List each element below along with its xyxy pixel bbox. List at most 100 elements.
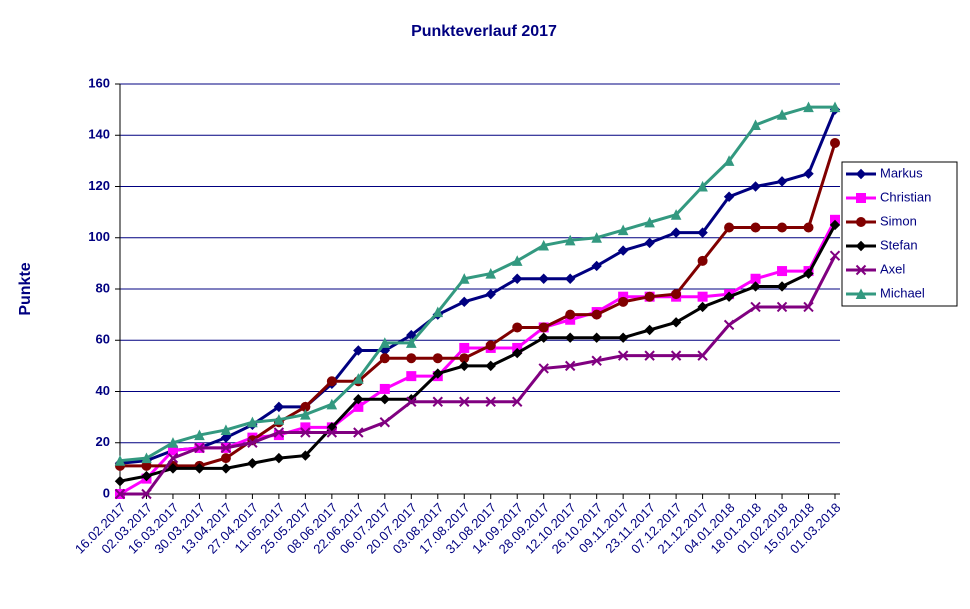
- marker: [406, 371, 417, 382]
- marker: [512, 322, 523, 333]
- marker: [750, 301, 761, 313]
- marker: [697, 350, 708, 361]
- marker: [353, 427, 364, 438]
- series: [114, 250, 841, 500]
- series-line: [119, 109, 837, 465]
- y-tick-label: 0: [103, 485, 110, 500]
- series: [115, 137, 840, 471]
- marker: [829, 101, 841, 113]
- marker: [459, 342, 470, 353]
- marker: [194, 442, 205, 454]
- marker: [724, 222, 735, 233]
- marker: [141, 452, 152, 464]
- marker: [538, 363, 549, 374]
- legend-label: Axel: [880, 261, 905, 276]
- marker: [670, 227, 682, 238]
- marker: [194, 429, 205, 441]
- chart-title: Punkteverlauf 2017: [411, 23, 557, 40]
- marker: [564, 273, 576, 284]
- marker: [273, 414, 285, 425]
- marker: [167, 437, 179, 448]
- marker: [617, 350, 629, 361]
- marker: [220, 453, 231, 464]
- marker: [644, 291, 655, 302]
- marker: [617, 332, 629, 343]
- marker: [564, 332, 576, 343]
- marker: [485, 360, 496, 372]
- y-tick-label: 60: [96, 332, 110, 347]
- marker: [671, 289, 682, 300]
- marker: [591, 232, 602, 243]
- marker: [697, 301, 708, 313]
- series-line: [119, 219, 837, 496]
- marker: [459, 396, 470, 407]
- marker: [220, 432, 232, 443]
- marker: [856, 217, 866, 227]
- y-tick-label: 140: [88, 127, 110, 142]
- marker: [723, 155, 735, 166]
- marker: [379, 393, 391, 405]
- marker: [855, 264, 867, 276]
- marker: [856, 193, 866, 203]
- marker: [247, 437, 258, 448]
- marker: [326, 376, 337, 387]
- y-tick-label: 20: [96, 434, 110, 449]
- marker: [458, 273, 470, 284]
- marker: [829, 250, 841, 261]
- marker: [405, 337, 417, 348]
- marker: [644, 350, 655, 361]
- marker: [564, 360, 576, 372]
- marker: [114, 488, 126, 500]
- marker: [406, 396, 417, 407]
- marker: [379, 337, 391, 348]
- marker: [538, 332, 549, 343]
- marker: [670, 317, 682, 328]
- marker: [432, 396, 443, 407]
- series: [114, 219, 841, 487]
- marker: [803, 268, 814, 279]
- marker: [697, 227, 708, 238]
- series: [114, 101, 841, 466]
- marker: [114, 455, 126, 466]
- marker: [564, 234, 576, 246]
- y-axis-title: Punkte: [17, 262, 34, 315]
- marker: [300, 408, 311, 420]
- marker: [855, 240, 867, 252]
- marker: [803, 301, 814, 313]
- marker: [220, 424, 232, 435]
- marker: [485, 396, 496, 407]
- marker: [141, 488, 152, 500]
- marker: [855, 168, 867, 180]
- marker: [485, 268, 497, 279]
- marker: [830, 137, 840, 148]
- marker: [220, 463, 232, 474]
- marker: [565, 309, 576, 320]
- marker: [591, 332, 602, 343]
- marker: [803, 101, 814, 113]
- marker: [644, 324, 655, 336]
- marker: [617, 224, 629, 236]
- marker: [459, 360, 470, 372]
- marker: [618, 296, 629, 307]
- legend-label: Markus: [880, 165, 923, 180]
- marker: [750, 119, 761, 130]
- marker: [855, 288, 867, 299]
- marker: [617, 245, 629, 256]
- marker: [141, 470, 152, 482]
- marker: [273, 452, 285, 464]
- marker: [300, 427, 311, 438]
- y-tick-label: 40: [96, 383, 110, 398]
- legend-label: Simon: [880, 213, 917, 228]
- marker: [273, 401, 285, 413]
- marker: [432, 353, 443, 364]
- marker: [538, 322, 549, 333]
- marker: [432, 368, 443, 379]
- legend-label: Stefan: [880, 237, 918, 252]
- marker: [194, 463, 205, 474]
- marker: [247, 458, 258, 469]
- marker: [220, 442, 232, 454]
- marker: [723, 319, 735, 331]
- marker: [512, 396, 523, 407]
- marker: [379, 353, 390, 364]
